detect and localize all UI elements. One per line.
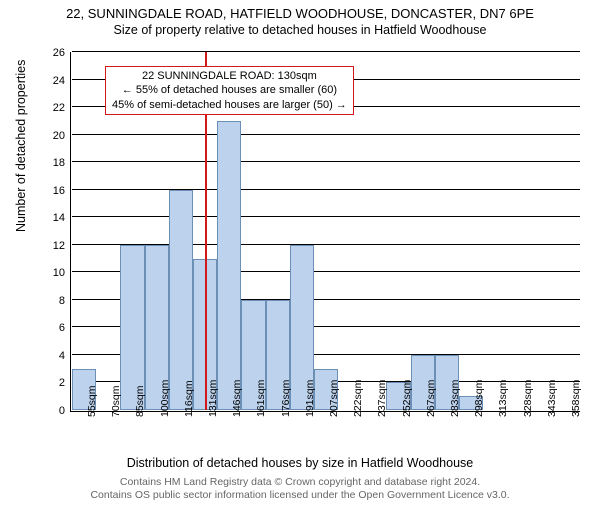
histogram-bar xyxy=(169,190,193,410)
y-tick-label: 8 xyxy=(59,295,65,307)
y-tick-label: 26 xyxy=(53,47,65,59)
y-tick-label: 24 xyxy=(53,75,65,87)
histogram-bar xyxy=(217,121,241,410)
x-tick-label: 222sqm xyxy=(352,380,364,417)
gridline xyxy=(72,189,580,190)
title-address: 22, SUNNINGDALE ROAD, HATFIELD WOODHOUSE… xyxy=(0,6,600,21)
x-tick-label: 146sqm xyxy=(231,380,243,417)
annotation-box: 22 SUNNINGDALE ROAD: 130sqm← 55% of deta… xyxy=(105,66,354,115)
chart-container: 02468101214161820222426 55sqm70sqm85sqm1… xyxy=(70,52,580,412)
credits-line-1: Contains HM Land Registry data © Crown c… xyxy=(0,476,600,489)
y-tick-label: 12 xyxy=(53,240,65,252)
x-tick-label: 252sqm xyxy=(401,380,413,417)
x-tick-label: 176sqm xyxy=(280,380,292,417)
x-tick-label: 191sqm xyxy=(304,380,316,417)
x-tick-label: 161sqm xyxy=(255,380,267,417)
x-tick-label: 298sqm xyxy=(473,380,485,417)
y-tick-label: 22 xyxy=(53,102,65,114)
y-tick-label: 20 xyxy=(53,130,65,142)
x-tick-label: 267sqm xyxy=(425,380,437,417)
y-tick-label: 2 xyxy=(59,377,65,389)
x-tick-label: 55sqm xyxy=(86,385,98,417)
x-tick-label: 358sqm xyxy=(570,380,582,417)
x-tick-label: 343sqm xyxy=(546,380,558,417)
y-tick-label: 0 xyxy=(59,405,65,417)
annotation-line: ← 55% of detached houses are smaller (60… xyxy=(112,83,347,97)
x-tick-label: 116sqm xyxy=(183,380,195,417)
x-tick-label: 100sqm xyxy=(159,380,171,417)
gridline xyxy=(72,216,580,217)
annotation-line: 22 SUNNINGDALE ROAD: 130sqm xyxy=(112,69,347,83)
x-tick-label: 85sqm xyxy=(134,385,146,417)
credits-line-2: Contains OS public sector information li… xyxy=(0,489,600,502)
x-tick-label: 283sqm xyxy=(449,380,461,417)
x-tick-label: 328sqm xyxy=(522,380,534,417)
x-tick-label: 131sqm xyxy=(207,380,219,417)
y-tick-label: 16 xyxy=(53,185,65,197)
y-tick-label: 18 xyxy=(53,157,65,169)
y-axis-label: Number of detached properties xyxy=(14,60,28,232)
y-tick-label: 6 xyxy=(59,322,65,334)
gridline xyxy=(72,51,580,52)
x-tick-label: 70sqm xyxy=(110,385,122,417)
gridline xyxy=(72,161,580,162)
y-tick-label: 4 xyxy=(59,350,65,362)
x-tick-label: 207sqm xyxy=(328,380,340,417)
annotation-line: 45% of semi-detached houses are larger (… xyxy=(112,98,347,112)
y-tick-label: 14 xyxy=(53,212,65,224)
x-tick-label: 313sqm xyxy=(497,380,509,417)
x-tick-label: 237sqm xyxy=(376,380,388,417)
title-subtitle: Size of property relative to detached ho… xyxy=(0,23,600,37)
y-tick-label: 10 xyxy=(53,267,65,279)
gridline xyxy=(72,134,580,135)
credits: Contains HM Land Registry data © Crown c… xyxy=(0,476,600,502)
x-axis-label: Distribution of detached houses by size … xyxy=(0,456,600,470)
